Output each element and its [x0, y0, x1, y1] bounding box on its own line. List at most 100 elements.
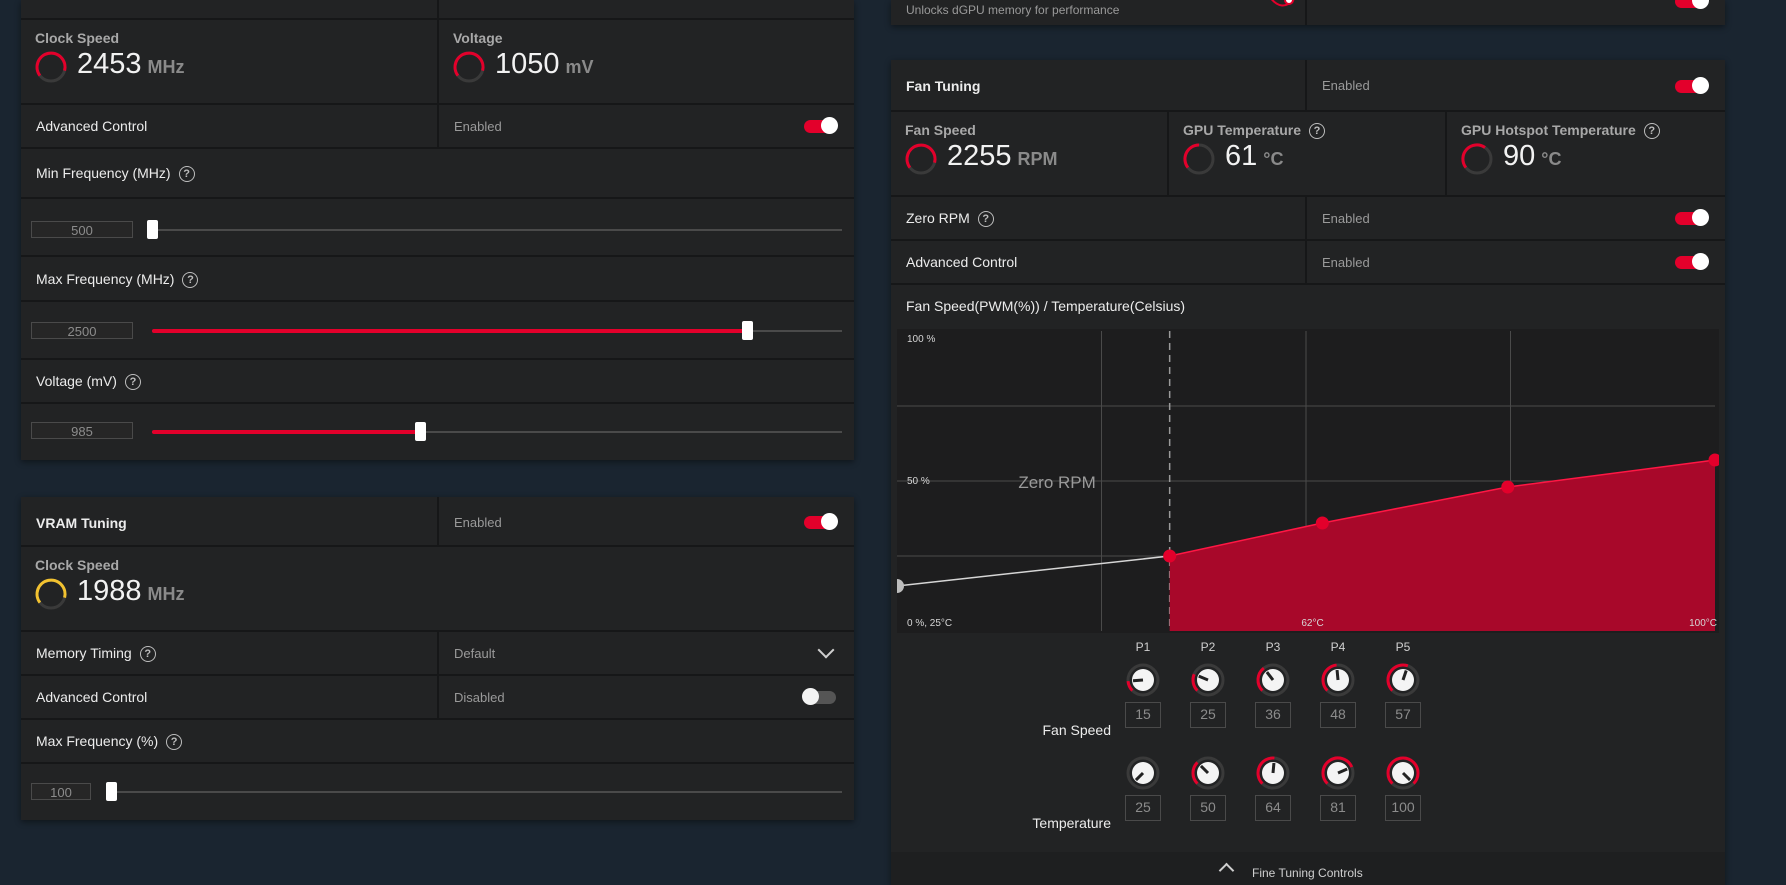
- temperature-row-label: Temperature: [1032, 815, 1111, 831]
- fan-advanced-control-status: Enabled: [1322, 255, 1370, 270]
- chevron-down-icon: [817, 641, 835, 659]
- point-label-1: P1: [1135, 640, 1151, 654]
- curve-point-3[interactable]: [1501, 480, 1515, 494]
- temperature-knob-1[interactable]: [1125, 755, 1161, 791]
- help-icon[interactable]: ?: [977, 211, 994, 228]
- min-frequency-input[interactable]: 500: [31, 221, 133, 238]
- help-icon[interactable]: ?: [1309, 123, 1325, 140]
- fan-speed-knob-4[interactable]: [1320, 662, 1356, 698]
- fan-speed-value: 2255: [947, 140, 1012, 172]
- point-label-5: P5: [1395, 640, 1411, 654]
- zero-rpm-toggle[interactable]: [1675, 209, 1709, 226]
- fan-speed-input-5[interactable]: 57: [1385, 702, 1421, 728]
- fan-advanced-control-toggle[interactable]: [1675, 253, 1709, 270]
- temperature-knob-4[interactable]: [1320, 755, 1356, 791]
- min-frequency-thumb[interactable]: [147, 220, 158, 239]
- vram-max-frequency-slider[interactable]: [106, 782, 842, 801]
- vram-advanced-control-label: Advanced Control: [36, 689, 148, 705]
- x-tick-62: 62°C: [1301, 618, 1323, 629]
- help-icon[interactable]: ?: [1643, 123, 1660, 140]
- clock-speed-title: Clock Speed: [35, 30, 120, 46]
- min-frequency-slider[interactable]: [147, 220, 842, 239]
- vram-max-frequency-input[interactable]: 100: [31, 783, 91, 800]
- fan-speed-title: Fan Speed: [905, 122, 976, 138]
- vram-max-frequency-label: Max Frequency (%): [36, 733, 159, 749]
- fan-speed-input-2[interactable]: 25: [1190, 702, 1226, 728]
- voltage-slider[interactable]: [152, 422, 842, 441]
- hotspot-temp-title: GPU Hotspot Temperature: [1461, 122, 1636, 138]
- memory-timing-dropdown[interactable]: Default: [439, 632, 854, 674]
- fan-advanced-control-label: Advanced Control: [906, 254, 1018, 270]
- vram-advanced-control-toggle[interactable]: [802, 688, 836, 705]
- fan-speed-knob-5[interactable]: [1385, 662, 1421, 698]
- max-frequency-slider[interactable]: [152, 321, 842, 340]
- memory-timing-row: Memory Timing? Default: [21, 632, 854, 676]
- fan-curve-area: [1169, 460, 1715, 631]
- min-frequency-label: Min Frequency (MHz): [36, 165, 171, 181]
- temperature-input-4[interactable]: 81: [1320, 795, 1356, 821]
- temperature-input-5[interactable]: 100: [1385, 795, 1421, 821]
- help-icon[interactable]: ?: [166, 734, 183, 751]
- fine-tuning-toggle[interactable]: Fine Tuning Controls: [891, 852, 1725, 885]
- voltage-header: Voltage (mV)?: [21, 360, 854, 404]
- fan-speed-input-3[interactable]: 36: [1255, 702, 1291, 728]
- temperature-input-2[interactable]: 50: [1190, 795, 1226, 821]
- help-icon[interactable]: ?: [182, 272, 199, 289]
- clock-speed-value: 2453: [77, 48, 142, 80]
- hotspot-temp-stat: GPU Hotspot Temperature? 90 °C: [1447, 112, 1725, 195]
- temperature-input-3[interactable]: 64: [1255, 795, 1291, 821]
- vram-clock-value: 1988: [77, 575, 142, 607]
- fan-speed-gauge-icon: [905, 143, 937, 175]
- voltage-thumb[interactable]: [414, 422, 426, 441]
- curve-point-4[interactable]: [1708, 453, 1720, 467]
- memory-timing-value: Default: [454, 646, 496, 661]
- top-right-subtitle: Unlocks dGPU memory for performance: [906, 3, 1120, 17]
- temperature-knob-2[interactable]: [1190, 755, 1226, 791]
- vram-max-frequency-thumb[interactable]: [106, 782, 117, 801]
- fan-tuning-panel: Fan Tuning Enabled Fan Speed 2255 RPM GPU…: [891, 60, 1725, 885]
- help-icon[interactable]: ?: [178, 166, 195, 183]
- fan-speed-knob-1[interactable]: [1125, 662, 1161, 698]
- fan-speed-input-4[interactable]: 48: [1320, 702, 1356, 728]
- top-right-toggle[interactable]: [1675, 0, 1709, 9]
- fan-curve-title: Fan Speed(PWM(%)) / Temperature(Celsius): [906, 298, 1186, 314]
- fan-tuning-toggle[interactable]: [1675, 77, 1709, 94]
- slider-fill: [152, 430, 420, 434]
- vram-stats-row: Clock Speed 1988 MHz: [21, 547, 854, 632]
- gpu-stats-row: Clock Speed 2453 MHz Voltage 1050 mV: [21, 20, 854, 105]
- voltage-value: 1050: [495, 48, 560, 80]
- curve-point-1[interactable]: [1163, 549, 1177, 563]
- max-frequency-header: Max Frequency (MHz)?: [21, 257, 854, 302]
- gpu-advanced-control-toggle[interactable]: [804, 117, 838, 134]
- fine-tuning-grid: Fan Speed Temperature P1 15 25 P2 25 50 P3 36 64…: [891, 640, 1725, 840]
- hotspot-temp-unit: °C: [1541, 149, 1562, 169]
- fan-speed-knob-3[interactable]: [1255, 662, 1291, 698]
- y-tick-50: 50 %: [907, 476, 930, 487]
- help-icon[interactable]: ?: [124, 374, 141, 391]
- fan-speed-input-1[interactable]: 15: [1125, 702, 1161, 728]
- gpu-tuning-header-partial: [21, 0, 854, 20]
- fan-curve-chart[interactable]: Zero RPM 100 % 50 % 0 %, 25°C 62°C 100°C: [897, 329, 1719, 633]
- max-frequency-input[interactable]: 2500: [31, 322, 133, 339]
- gpu-advanced-control-status: Enabled: [454, 119, 502, 134]
- help-icon[interactable]: ?: [139, 646, 156, 663]
- point-label-3: P3: [1265, 640, 1281, 654]
- gpu-temp-gauge-icon: [1183, 143, 1215, 175]
- zero-rpm-curve-line: [897, 555, 1170, 587]
- vram-clock-unit: MHz: [147, 584, 185, 604]
- max-frequency-label: Max Frequency (MHz): [36, 271, 175, 287]
- fine-tuning-label: Fine Tuning Controls: [1252, 866, 1363, 880]
- vram-tuning-title: VRAM Tuning: [36, 515, 127, 531]
- fan-speed-knob-2[interactable]: [1190, 662, 1226, 698]
- zero-rpm-start-point[interactable]: [897, 579, 904, 593]
- vram-advanced-control-status: Disabled: [454, 690, 505, 705]
- max-frequency-thumb[interactable]: [742, 321, 754, 340]
- vram-tuning-toggle[interactable]: [804, 513, 838, 530]
- voltage-input[interactable]: 985: [31, 422, 133, 439]
- y-tick-origin: 0 %, 25°C: [907, 618, 952, 629]
- temperature-knob-5[interactable]: [1385, 755, 1421, 791]
- voltage-title: Voltage: [453, 30, 503, 46]
- curve-point-2[interactable]: [1315, 516, 1329, 530]
- temperature-input-1[interactable]: 25: [1125, 795, 1161, 821]
- temperature-knob-3[interactable]: [1255, 755, 1291, 791]
